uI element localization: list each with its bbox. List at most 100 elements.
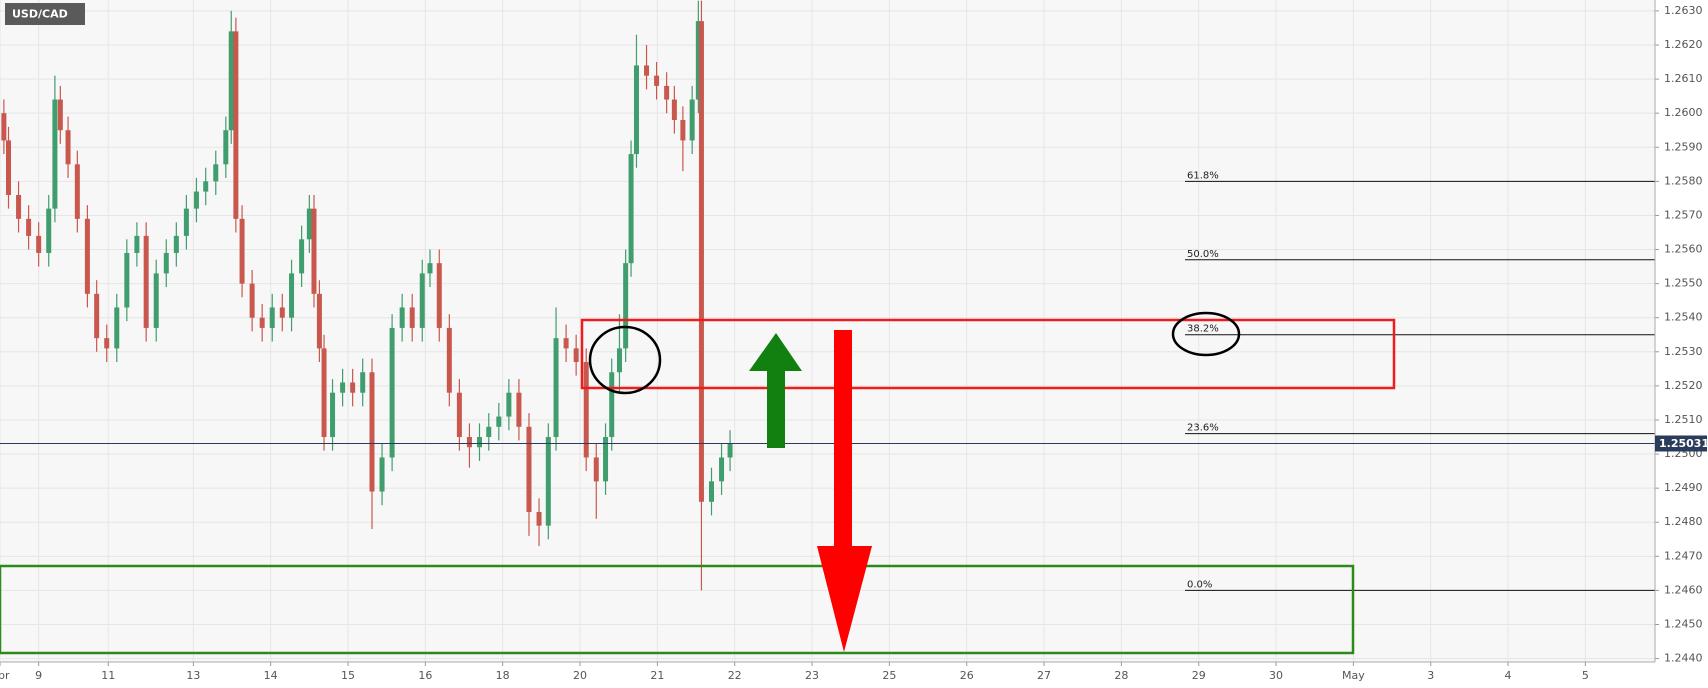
candle-body — [239, 218, 245, 284]
candle-body — [360, 372, 366, 393]
fib-label: 61.8% — [1187, 170, 1219, 181]
x-tick-label: Apr — [0, 669, 10, 682]
candle-body — [114, 307, 120, 349]
candle-body — [279, 307, 285, 318]
y-tick-label: 1.2570 — [1664, 208, 1703, 221]
fib-label: 50.0% — [1187, 249, 1219, 260]
y-tick-label: 1.2600 — [1664, 106, 1703, 119]
candle-body — [719, 457, 725, 482]
candle-body — [476, 437, 482, 448]
candle-body — [269, 307, 275, 328]
candle-body — [193, 191, 199, 209]
x-tick-label: 18 — [496, 669, 510, 682]
candle-body — [289, 273, 295, 318]
candle-body — [573, 348, 579, 363]
candle-body — [46, 208, 52, 253]
candle-body — [153, 273, 159, 328]
candle-body — [563, 338, 569, 349]
x-tick-label: 11 — [101, 669, 115, 682]
candle-body — [654, 75, 660, 86]
x-tick-label: 30 — [1269, 669, 1283, 682]
candle-body — [536, 512, 542, 526]
candle-body — [603, 437, 609, 482]
candle-body — [36, 235, 42, 253]
y-tick-label: 1.2510 — [1664, 413, 1703, 426]
x-tick-label: 9 — [35, 669, 42, 682]
candle-body — [134, 235, 140, 253]
x-tick-label: 29 — [1192, 669, 1206, 682]
x-tick-label: 13 — [186, 669, 200, 682]
fib-label: 23.6% — [1187, 423, 1219, 434]
circle-marker — [588, 325, 662, 395]
candle-body — [203, 181, 209, 192]
candle-body — [57, 99, 63, 131]
candle-body — [446, 327, 452, 393]
candle-body — [486, 426, 492, 438]
candle-body — [496, 416, 502, 427]
candle-body — [350, 382, 356, 393]
x-tick-label: 22 — [728, 669, 742, 682]
candle-body — [633, 65, 639, 155]
x-tick-label: 20 — [573, 669, 587, 682]
x-tick-label: 3 — [1427, 669, 1434, 682]
candle-body — [628, 154, 634, 264]
y-tick-label: 1.2630 — [1664, 4, 1703, 17]
y-tick-label: 1.2550 — [1664, 277, 1703, 290]
candle-body — [1, 113, 7, 141]
x-tick-label: 5 — [1582, 669, 1589, 682]
candle-body — [680, 119, 686, 141]
x-tick-label: 23 — [805, 669, 819, 682]
x-tick-label: 4 — [1505, 669, 1512, 682]
candle-body — [466, 437, 472, 448]
candle-body — [259, 317, 265, 328]
candle-body — [306, 208, 312, 240]
candle-body — [379, 457, 385, 492]
candle-body — [708, 481, 714, 502]
candle-body — [644, 65, 650, 76]
candle-body — [399, 307, 405, 328]
circle-marker — [1171, 311, 1241, 357]
x-tick-label: 21 — [650, 669, 664, 682]
candle-body — [321, 348, 327, 438]
candle-body — [94, 293, 100, 339]
candle-body — [545, 437, 551, 526]
candle-body — [228, 31, 234, 131]
candle-body — [183, 208, 189, 236]
candle-body — [456, 392, 462, 438]
y-tick-label: 1.2580 — [1664, 174, 1703, 187]
candle-body — [689, 99, 695, 141]
candle-body — [389, 327, 395, 458]
candle-body — [143, 235, 149, 328]
candle-body — [84, 218, 90, 294]
x-tick-label: May — [1342, 669, 1365, 682]
candle-body — [516, 392, 522, 427]
y-tick-label: 1.2440 — [1664, 652, 1703, 665]
fib-label: 0.0% — [1187, 579, 1212, 590]
x-tick-label: 26 — [960, 669, 974, 682]
chart-title: USD/CAD — [12, 8, 68, 21]
fib-label: 38.2% — [1187, 324, 1219, 335]
candle-body — [427, 263, 433, 274]
candle-body — [311, 208, 317, 294]
candle-body — [340, 382, 346, 393]
y-tick-label: 1.2560 — [1664, 243, 1703, 256]
candle-body — [664, 85, 670, 100]
y-tick-label: 1.2520 — [1664, 379, 1703, 392]
candle-body — [6, 140, 12, 195]
x-tick-label: 27 — [1037, 669, 1051, 682]
y-tick-label: 1.2480 — [1664, 515, 1703, 528]
y-tick-label: 1.2490 — [1664, 481, 1703, 494]
x-tick-label: 25 — [882, 669, 896, 682]
symbol-badge — [5, 3, 85, 25]
candle-body — [698, 21, 704, 502]
candle-body — [623, 263, 629, 349]
y-tick-label: 1.2610 — [1664, 72, 1703, 85]
resistance-box — [580, 318, 1396, 390]
y-tick-label: 1.2450 — [1664, 618, 1703, 631]
last-price-badge — [1655, 435, 1707, 452]
candle-body — [299, 239, 305, 274]
x-tick-label: 15 — [341, 669, 355, 682]
annotations — [0, 311, 1396, 655]
candle-body — [52, 99, 58, 209]
y-tick-label: 1.2590 — [1664, 140, 1703, 153]
